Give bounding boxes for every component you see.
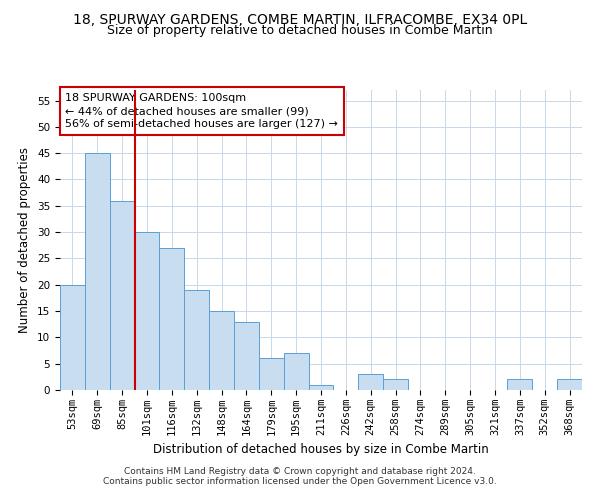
Bar <box>508 380 532 390</box>
Bar <box>284 353 308 390</box>
Bar <box>110 200 134 390</box>
Bar <box>383 380 408 390</box>
Bar <box>259 358 284 390</box>
X-axis label: Distribution of detached houses by size in Combe Martin: Distribution of detached houses by size … <box>153 444 489 456</box>
Bar <box>308 384 334 390</box>
Text: 18, SPURWAY GARDENS, COMBE MARTIN, ILFRACOMBE, EX34 0PL: 18, SPURWAY GARDENS, COMBE MARTIN, ILFRA… <box>73 12 527 26</box>
Bar <box>160 248 184 390</box>
Bar <box>184 290 209 390</box>
Text: 18 SPURWAY GARDENS: 100sqm
← 44% of detached houses are smaller (99)
56% of semi: 18 SPURWAY GARDENS: 100sqm ← 44% of deta… <box>65 93 338 130</box>
Y-axis label: Number of detached properties: Number of detached properties <box>19 147 31 333</box>
Bar <box>85 153 110 390</box>
Text: Contains public sector information licensed under the Open Government Licence v3: Contains public sector information licen… <box>103 477 497 486</box>
Text: Size of property relative to detached houses in Combe Martin: Size of property relative to detached ho… <box>107 24 493 37</box>
Text: Contains HM Land Registry data © Crown copyright and database right 2024.: Contains HM Land Registry data © Crown c… <box>124 467 476 476</box>
Bar <box>134 232 160 390</box>
Bar <box>209 311 234 390</box>
Bar <box>557 380 582 390</box>
Bar <box>358 374 383 390</box>
Bar <box>234 322 259 390</box>
Bar <box>60 284 85 390</box>
